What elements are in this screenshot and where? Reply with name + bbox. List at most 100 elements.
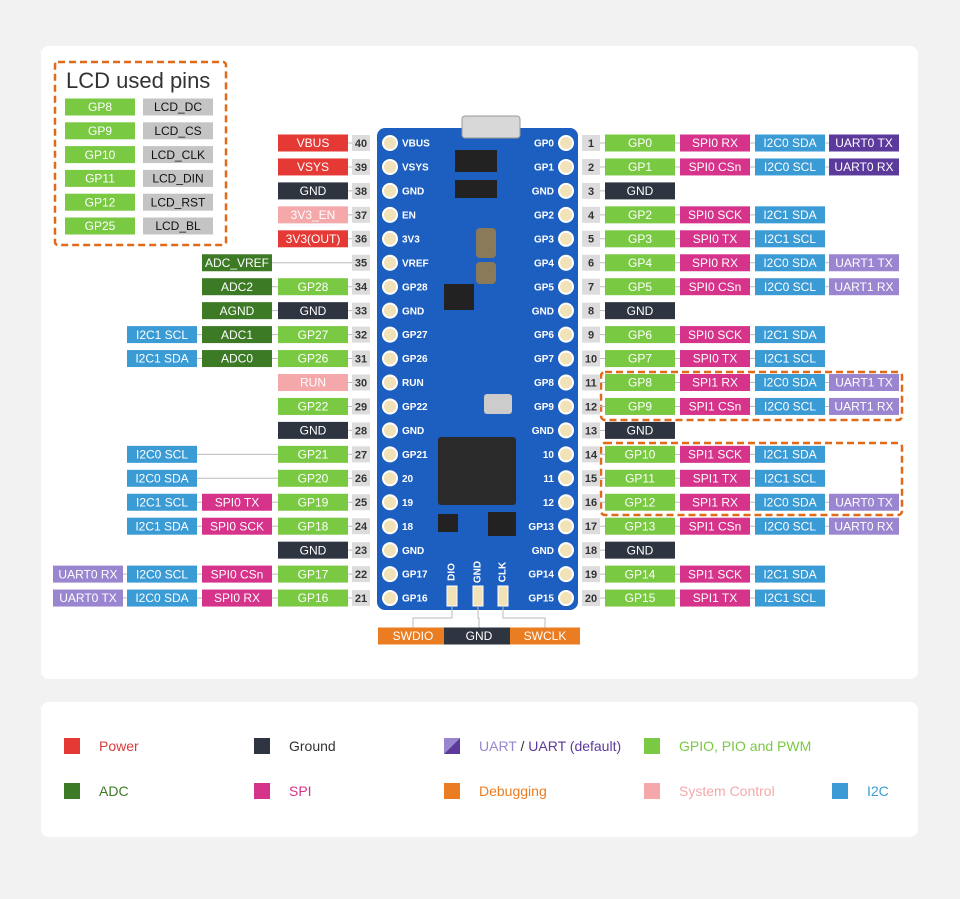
legend-label: Ground (289, 738, 336, 754)
pin-label: LCD_DC (154, 100, 202, 114)
pin-number-box (352, 230, 370, 247)
pin-label-box (65, 193, 135, 211)
pin-label-box (829, 374, 899, 391)
board-label: GP22 (402, 402, 428, 413)
pin-label-box (680, 374, 750, 391)
pin-label: GND (627, 304, 654, 318)
pin-label: GP11 (85, 172, 115, 186)
pin-label-box (143, 98, 213, 116)
pin-number-box (582, 542, 600, 559)
pin-label: GP3 (628, 232, 652, 246)
pin-label: GP13 (625, 519, 656, 533)
pin-label-box (680, 206, 750, 224)
legend-label-part: GPIO, PIO and PWM (679, 738, 811, 754)
pin-label: I2C0 SDA (763, 136, 816, 150)
pin-label-box (605, 134, 675, 152)
pin-label: UART0 TX (835, 495, 893, 509)
pin-label: SPI1 SCK (688, 448, 742, 462)
pin-number-box (582, 566, 600, 583)
pin-label-box (143, 122, 213, 140)
pin-label-box (202, 278, 272, 296)
pin-label: GP8 (628, 376, 652, 390)
pin-label: I2C1 SCL (136, 495, 188, 509)
pin-label: GP19 (298, 495, 329, 509)
crystal (484, 394, 512, 414)
pin-number: 5 (588, 234, 594, 246)
pin-number-box (352, 446, 370, 463)
lcd-box (53, 60, 228, 247)
pin-label-box (605, 397, 675, 415)
pin-label: GND (300, 184, 327, 198)
pcb (377, 128, 578, 610)
pin-number-box (582, 398, 600, 415)
pin-label-box (278, 158, 348, 176)
pin-label-box (755, 206, 825, 224)
pin-label-box (127, 326, 197, 344)
pin-number: 10 (585, 353, 597, 365)
pin-label: LCD_CS (154, 124, 201, 138)
pin-number: 7 (588, 282, 594, 294)
legend-label-part: ADC (99, 783, 129, 799)
pin-pad (558, 254, 574, 271)
debug-pad (446, 585, 458, 607)
pin-label: GP5 (628, 280, 652, 294)
pin-pad (558, 135, 574, 151)
pin-label: SPI0 CSn (211, 567, 264, 581)
highlight-box (599, 441, 904, 517)
pin-label: GND (300, 543, 327, 557)
pin-label: GP16 (298, 591, 329, 605)
legend-label-part: Ground (289, 738, 336, 754)
board-label: GND (532, 306, 554, 317)
pin-number: 31 (355, 353, 367, 365)
pin-label-box (680, 230, 750, 248)
pin-label-box (65, 146, 135, 164)
pin-label-box (829, 158, 899, 176)
pin-number-box (582, 254, 600, 271)
legend-swatch (644, 738, 660, 754)
pin-pad (382, 398, 398, 415)
pin-label-box (278, 541, 348, 559)
pin-label-box (143, 193, 213, 211)
pin-number-box (582, 422, 600, 439)
pin-label-box (202, 302, 272, 320)
pin-label: SPI0 SCK (688, 208, 742, 222)
pin-label: UART0 TX (59, 591, 117, 605)
pin-label: UART0 RX (834, 160, 893, 174)
pin-label: UART0 RX (58, 567, 117, 581)
pin-label: I2C0 SCL (136, 448, 188, 462)
pin-number-box (582, 350, 600, 367)
pin-label-box (605, 469, 675, 487)
board-label: GND (532, 187, 554, 198)
pin-number-box (352, 494, 370, 511)
pin-label-box (127, 469, 197, 487)
component (488, 512, 516, 536)
pin-number-box (352, 135, 370, 151)
pin-label: GP15 (625, 591, 656, 605)
pin-label-box (53, 565, 123, 583)
pin-label: GP1 (628, 160, 652, 174)
pin-label: I2C1 SCL (764, 352, 816, 366)
pin-label-box (605, 541, 675, 559)
pin-label: LCD_BL (155, 219, 201, 233)
pin-label: VBUS (297, 136, 330, 150)
pin-number: 6 (588, 258, 594, 270)
pin-label-box (755, 445, 825, 463)
pin-label: SPI1 CSn (689, 519, 742, 533)
pin-number-box (352, 518, 370, 535)
pin-pad (558, 182, 574, 199)
pin-label-box (605, 254, 675, 272)
pin-label-box (605, 421, 675, 439)
legend-label: I2C (867, 783, 889, 799)
pin-label-box (127, 445, 197, 463)
board-label: 11 (543, 474, 554, 485)
legend-swatch (64, 738, 80, 754)
pin-number: 34 (355, 282, 368, 294)
pin-label: I2C1 SDA (135, 519, 188, 533)
pin-label: UART1 RX (834, 280, 893, 294)
board-label: 12 (543, 498, 555, 509)
pin-label-box (605, 182, 675, 200)
pin-label: GP28 (298, 280, 329, 294)
pin-label-box (680, 517, 750, 535)
pin-label: SPI0 SCK (688, 328, 742, 342)
pin-number: 21 (355, 593, 367, 605)
